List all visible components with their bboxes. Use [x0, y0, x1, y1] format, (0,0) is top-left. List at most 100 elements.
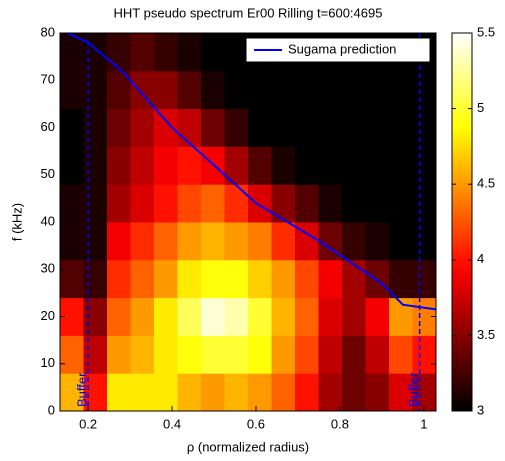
heat-cell [318, 184, 343, 223]
heat-cell [342, 373, 366, 412]
heat-cell [107, 373, 131, 412]
heat-cell [248, 184, 272, 223]
heat-cell [412, 70, 437, 110]
heat-cell [342, 108, 366, 147]
heat-cell [177, 335, 202, 374]
heat-cell [271, 70, 296, 110]
heat-cell [389, 373, 413, 412]
heat-cell [365, 297, 390, 336]
heat-cell [342, 70, 366, 110]
overlay: Buffer Buffer [66, 33, 436, 411]
y-tick-label: 70 [41, 72, 55, 87]
heat-cell [154, 259, 178, 299]
heat-cell [83, 222, 108, 261]
heat-cell [271, 108, 296, 147]
heat-cell [83, 146, 108, 185]
heat-cell [201, 373, 225, 412]
heat-cell [60, 146, 84, 185]
y-tick-label: 30 [41, 261, 55, 276]
heat-cell [412, 259, 437, 299]
heat-cell [130, 373, 155, 412]
heat-cell [248, 373, 272, 412]
heat-cell [365, 108, 390, 147]
heat-cell [154, 146, 178, 185]
heat-cell [248, 335, 272, 374]
heat-cell [271, 222, 296, 261]
heat-cell [201, 259, 225, 299]
heat-cell [365, 70, 390, 110]
heat-cell [130, 146, 155, 185]
heat-cell [318, 259, 343, 299]
heat-cell [60, 335, 84, 374]
heat-cell [177, 373, 202, 412]
heat-cell [177, 146, 202, 185]
y-tick-label: 60 [41, 119, 55, 134]
heat-cell [60, 259, 84, 299]
heat-cell [107, 184, 131, 223]
heat-cell [224, 297, 249, 336]
heat-cell [177, 297, 202, 336]
heat-cell [389, 146, 413, 185]
heat-cell [201, 184, 225, 223]
heat-cell [154, 335, 178, 374]
heat-cell [60, 184, 84, 223]
heat-cell [248, 297, 272, 336]
heat-cell [271, 335, 296, 374]
x-axis-label: ρ (normalized radius) [187, 439, 309, 454]
heat-cell [201, 108, 225, 147]
heat-cell [107, 146, 131, 185]
heat-cell [201, 297, 225, 336]
heat-cell [177, 184, 202, 223]
heat-cell [201, 222, 225, 261]
heat-cell [83, 70, 108, 110]
heat-cell [389, 184, 413, 223]
x-tick-label: 0.2 [79, 416, 97, 431]
heat-cell [224, 108, 249, 147]
buffer-label: Buffer [406, 372, 421, 407]
y-axis-label: f (kHz) [9, 203, 24, 241]
heat-cell [248, 146, 272, 185]
heat-cell [154, 373, 178, 412]
heat-cell [318, 108, 343, 147]
x-tick-label: 0.8 [331, 416, 349, 431]
heat-cell [389, 335, 413, 374]
heat-cell [224, 373, 249, 412]
heat-cell [224, 184, 249, 223]
heat-cell [412, 222, 437, 261]
heatmap [60, 33, 437, 412]
x-tick-label: 1 [420, 416, 427, 431]
heat-cell [177, 108, 202, 147]
heat-cell [130, 108, 155, 147]
heat-cell [365, 335, 390, 374]
heat-cell [224, 33, 249, 72]
heat-cell [130, 222, 155, 261]
colorbar-tick-label: 5 [477, 100, 484, 115]
heat-cell [248, 70, 272, 110]
heat-cell [130, 335, 155, 374]
heat-cell [107, 297, 131, 336]
heat-cell [83, 33, 108, 72]
heat-cell [177, 70, 202, 110]
heat-cell [201, 33, 225, 72]
heat-cell [224, 70, 249, 110]
heat-cell [342, 146, 366, 185]
heat-cell [83, 108, 108, 147]
heat-cell [130, 259, 155, 299]
heat-cell [107, 108, 131, 147]
colorbar [451, 32, 473, 412]
heat-cell [389, 70, 413, 110]
y-tick-label: 80 [41, 24, 55, 39]
heat-cell [271, 146, 296, 185]
buffer-label: Buffer [75, 372, 90, 407]
heat-cell [154, 222, 178, 261]
heat-cell [60, 222, 84, 261]
heat-cell [154, 33, 178, 72]
colorbar-tick-label: 4 [477, 251, 484, 266]
heat-cell [365, 184, 390, 223]
heat-cell [295, 259, 319, 299]
heat-cell [412, 146, 437, 185]
heat-cell [295, 108, 319, 147]
chart-title: HHT pseudo spectrum Er00 Rilling t=600:4… [114, 5, 383, 20]
heat-cell [154, 108, 178, 147]
